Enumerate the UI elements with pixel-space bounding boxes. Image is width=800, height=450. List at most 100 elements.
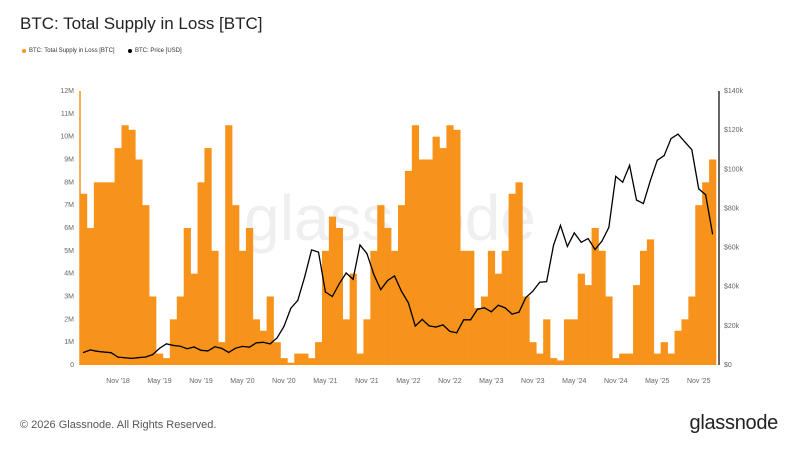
x-tick-label: Nov '25 xyxy=(687,378,711,385)
price-point xyxy=(165,343,168,345)
price-point xyxy=(393,275,396,277)
supply-in-loss-bar xyxy=(439,148,447,365)
price-point xyxy=(421,318,423,320)
supply-in-loss-bar xyxy=(252,319,261,365)
supply-in-loss-bar xyxy=(702,182,710,365)
supply-in-loss-bar xyxy=(425,159,433,365)
supply-in-loss-bar xyxy=(577,273,585,365)
supply-in-loss-bar xyxy=(287,362,295,365)
price-point xyxy=(539,281,541,283)
y-left-tick-label: 3M xyxy=(64,294,74,301)
supply-in-loss-bar xyxy=(349,273,357,365)
supply-in-loss-bar xyxy=(522,296,530,365)
supply-in-loss-bar xyxy=(176,296,184,365)
price-point xyxy=(414,325,416,327)
price-point xyxy=(228,351,230,354)
price-line xyxy=(83,133,714,359)
price-point xyxy=(269,343,271,345)
price-point xyxy=(221,347,223,349)
price-point xyxy=(172,344,174,347)
supply-in-loss-bar xyxy=(135,159,143,365)
price-point xyxy=(497,304,499,306)
price-point xyxy=(608,226,610,229)
supply-in-loss-bar xyxy=(321,250,330,365)
supply-in-loss-bar xyxy=(391,250,399,365)
supply-in-loss-bar xyxy=(294,353,302,365)
legend-item-supply-in-loss[interactable]: BTC: Total Supply in Loss [BTC] xyxy=(22,48,115,54)
supply-in-loss-bar xyxy=(633,285,641,365)
supply-in-loss-bar xyxy=(156,353,164,365)
supply-in-loss-bar xyxy=(149,296,157,365)
price-point xyxy=(241,345,244,348)
supply-in-loss-bar xyxy=(529,342,537,365)
price-point xyxy=(262,341,264,343)
x-tick-label: Nov '20 xyxy=(272,378,296,385)
supply-in-loss-bar xyxy=(508,193,516,365)
supply-in-loss-bar xyxy=(418,159,426,365)
supply-in-loss-bar xyxy=(356,353,364,365)
price-point xyxy=(656,159,658,161)
supply-in-loss-bar xyxy=(598,250,606,365)
supply-in-loss-bar xyxy=(218,342,226,365)
supply-in-loss-bar xyxy=(225,125,233,365)
price-point xyxy=(310,249,313,251)
supply-in-loss-bar xyxy=(570,319,579,365)
supply-in-loss-bar xyxy=(487,250,496,365)
y-left-tick-label: 12M xyxy=(60,88,74,95)
y-right-tick-label: $100k xyxy=(724,166,744,173)
price-point xyxy=(145,356,147,358)
supply-in-loss-bar xyxy=(681,319,689,365)
supply-in-loss-bar xyxy=(688,296,696,365)
supply-in-loss-bar xyxy=(377,205,385,365)
supply-in-loss-bar xyxy=(197,182,205,365)
x-tick-label: Nov '23 xyxy=(521,378,545,385)
y-left-tick-label: 2M xyxy=(64,316,74,323)
price-point xyxy=(193,346,195,348)
y-right-tick-label: $120k xyxy=(724,127,744,134)
price-point xyxy=(587,237,589,240)
x-tick-label: May '23 xyxy=(479,378,503,385)
y-left-tick-label: 9M xyxy=(64,157,74,164)
price-point xyxy=(331,295,333,298)
price-point xyxy=(469,319,472,321)
price-point xyxy=(297,299,299,302)
price-point xyxy=(380,289,382,291)
y-left-tick-label: 5M xyxy=(64,248,74,255)
price-point xyxy=(276,337,278,339)
supply-in-loss-bar xyxy=(626,353,634,365)
y-right-tick-label: $80k xyxy=(724,205,740,212)
supply-in-loss-bar xyxy=(550,358,558,365)
supply-in-loss-bar xyxy=(114,148,122,365)
supply-in-loss-bar xyxy=(266,296,274,365)
supply-in-loss-bar xyxy=(460,250,468,365)
price-point xyxy=(559,224,562,227)
supply-in-loss-bar xyxy=(557,360,565,365)
price-point xyxy=(290,307,292,309)
legend-item-price[interactable]: BTC: Price [USD] xyxy=(128,48,182,54)
price-point xyxy=(435,326,437,328)
price-point xyxy=(317,251,320,253)
price-point xyxy=(532,290,534,292)
price-point xyxy=(476,308,479,310)
supply-in-loss-bar xyxy=(121,125,129,365)
supply-in-loss-bar xyxy=(404,170,413,365)
y-left-tick-label: 11M xyxy=(61,111,74,118)
supply-in-loss-bar xyxy=(162,358,171,365)
x-tick-label: May '19 xyxy=(147,378,171,385)
price-point xyxy=(214,346,216,348)
supply-in-loss-bar xyxy=(446,125,454,365)
supply-in-loss-bar xyxy=(591,228,599,365)
price-point xyxy=(373,273,375,275)
supply-in-loss-bar xyxy=(674,330,682,365)
supply-in-loss-bar xyxy=(467,250,475,365)
supply-in-loss-bar xyxy=(536,353,544,365)
supply-in-loss-bar xyxy=(259,330,267,365)
legend-label: BTC: Price [USD] xyxy=(135,48,182,54)
y-right-tick-label: $140k xyxy=(724,88,744,95)
supply-in-loss-bar xyxy=(232,205,240,365)
price-point xyxy=(566,245,568,247)
supply-in-loss-bar xyxy=(308,358,316,365)
price-point xyxy=(490,311,492,313)
supply-in-loss-bar xyxy=(619,353,627,365)
x-tick-label: Nov '22 xyxy=(438,378,462,385)
